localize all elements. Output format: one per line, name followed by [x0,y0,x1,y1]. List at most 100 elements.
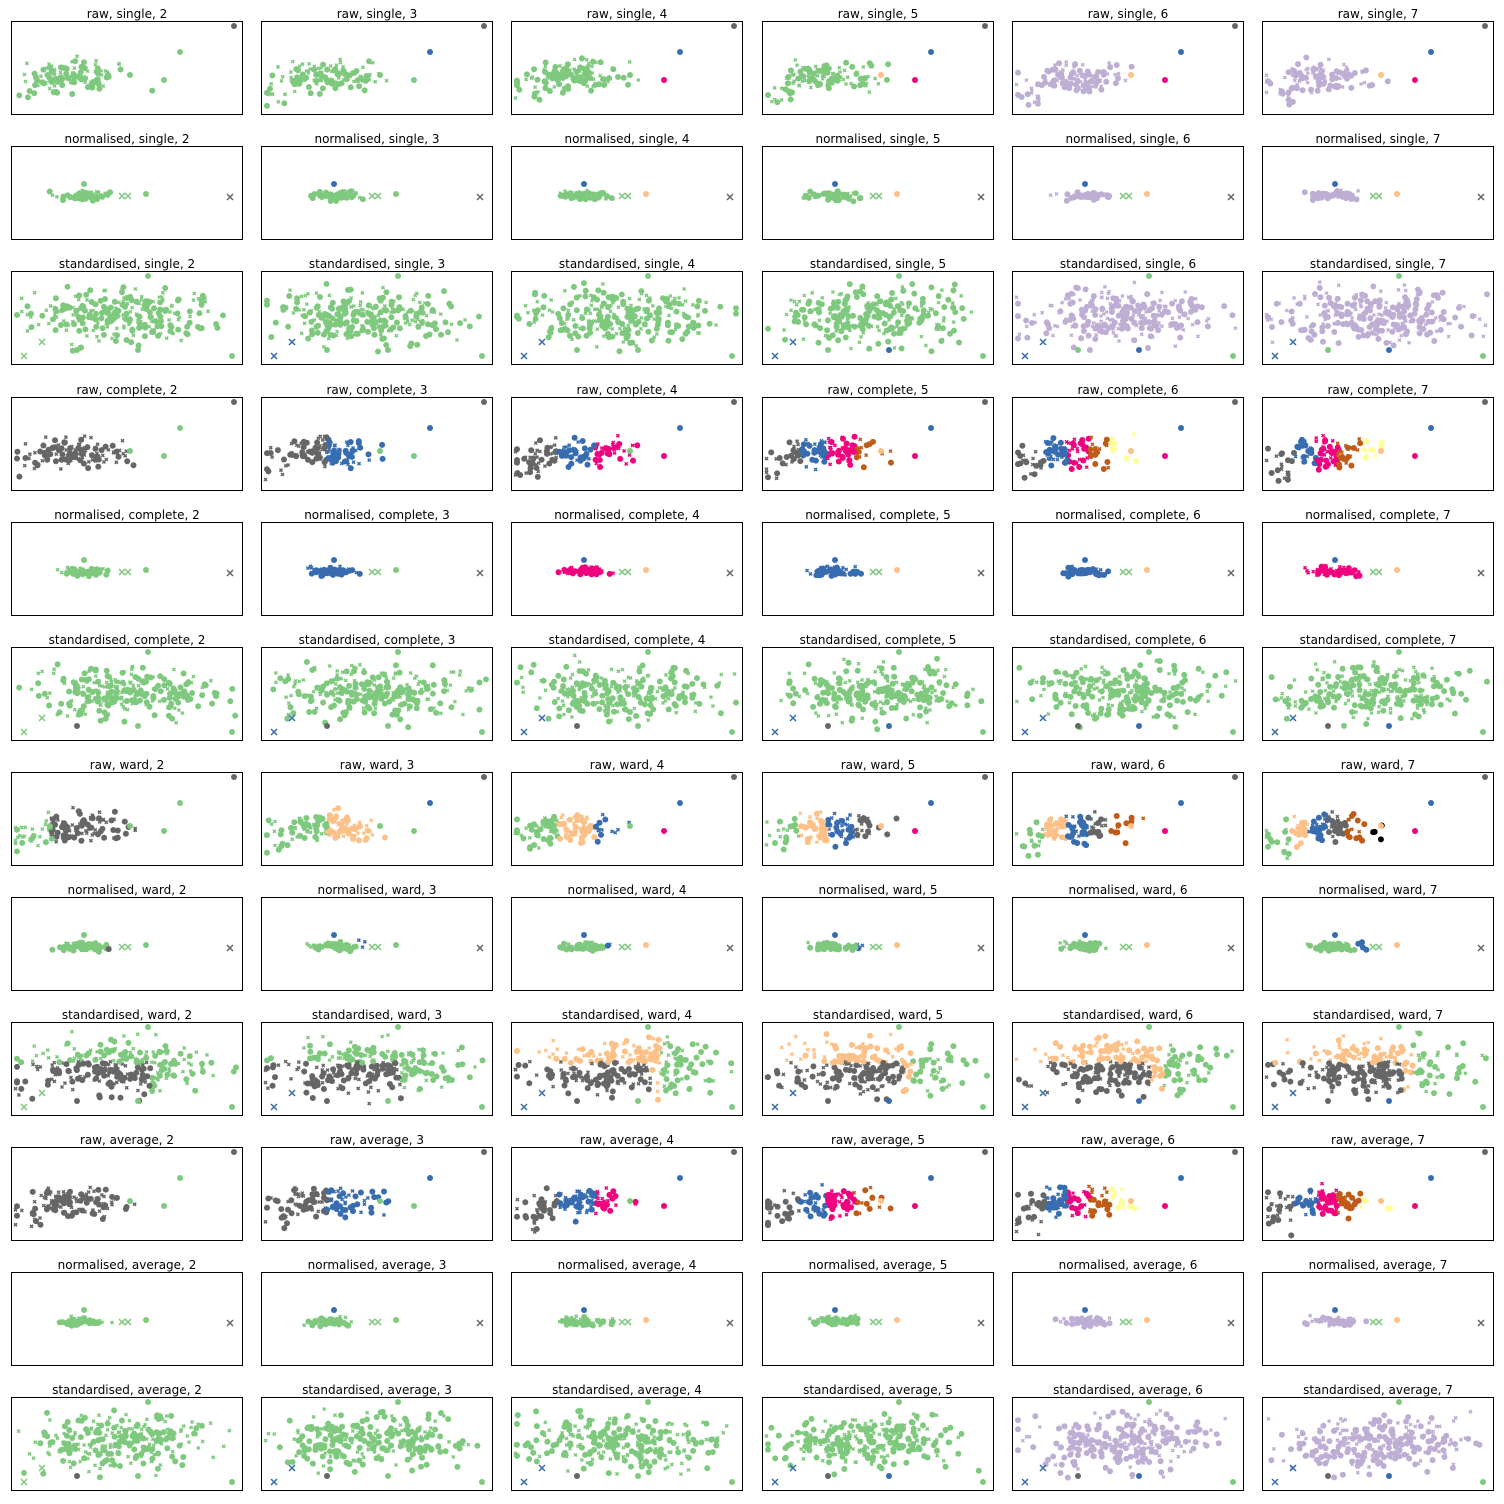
data-point [637,297,642,302]
data-point [81,181,87,187]
data-point [411,297,416,302]
data-point [1404,328,1411,335]
data-point [297,679,302,684]
data-point [569,714,574,720]
data-point [442,319,449,326]
data-point [556,705,563,712]
data-point [532,320,537,325]
data-point [84,84,91,91]
data-point [414,700,420,707]
data-point [273,680,278,685]
data-point [59,451,66,458]
data-point [358,303,363,308]
data-point [101,695,108,702]
data-point [311,66,318,73]
data-point [1399,333,1404,338]
data-point [113,695,120,701]
data-point [466,323,473,330]
data-point [1100,69,1107,75]
data-point [580,456,585,461]
data-point [1221,303,1228,310]
data-point [231,399,237,405]
data-point [1119,192,1127,200]
data-point [448,683,453,688]
data-point [86,459,91,464]
data-point [366,75,372,80]
data-point [302,78,307,83]
data-point [863,311,870,318]
data-point [517,472,524,478]
data-point [47,86,52,91]
data-point [1325,86,1332,93]
data-point [1094,193,1099,198]
data-point [1375,335,1382,342]
data-point [1158,298,1163,303]
data-point [875,302,880,307]
data-point [100,303,107,310]
data-point [584,57,589,62]
data-point [1178,49,1184,55]
data-point [595,191,600,196]
data-point [860,716,865,721]
data-point [945,699,950,704]
data-point [159,308,164,313]
data-point [1335,340,1342,347]
data-point [95,81,102,88]
plot-area [511,522,743,616]
data-point [417,679,422,684]
data-point [108,677,114,682]
data-point [1353,196,1360,203]
data-point [579,313,584,319]
data-point [55,567,60,572]
data-point [1363,438,1370,444]
data-point [1104,459,1111,465]
data-point [357,195,362,200]
data-point [32,450,37,455]
data-point [600,190,607,197]
data-point [1425,302,1432,308]
data-point [1311,569,1316,574]
data-point [16,92,23,99]
data-point [1343,320,1350,327]
data-point [877,298,884,305]
data-point [590,566,597,573]
data-point [825,564,830,569]
data-point [391,299,396,304]
data-point [337,321,344,328]
data-point [839,453,846,460]
data-point [574,683,579,688]
data-point [1103,436,1110,443]
data-point [534,473,541,480]
data-point [395,649,401,655]
data-point [86,669,92,674]
data-point [561,566,568,573]
data-point [290,710,297,717]
data-point [616,305,621,310]
data-point [476,313,482,320]
data-point [65,713,70,719]
data-point [1024,78,1029,83]
data-point [624,568,632,576]
data-point [850,198,857,205]
scatter-panel: standardised, complete, 2 [11,633,243,741]
data-point [75,308,80,313]
data-point [1103,78,1110,85]
data-point [581,445,588,452]
data-point [139,297,144,302]
data-point [1204,318,1209,323]
data-point [1389,304,1396,311]
data-point [320,699,327,706]
data-point [661,453,667,459]
data-point [614,682,619,687]
data-point [577,659,582,665]
data-point [570,672,575,677]
data-point [800,65,805,70]
data-point [916,712,923,719]
data-point [846,308,851,313]
data-point [790,685,796,692]
data-point [831,690,838,697]
data-point [731,23,737,29]
data-point [788,91,793,96]
data-point [776,455,783,461]
data-point [161,676,168,683]
